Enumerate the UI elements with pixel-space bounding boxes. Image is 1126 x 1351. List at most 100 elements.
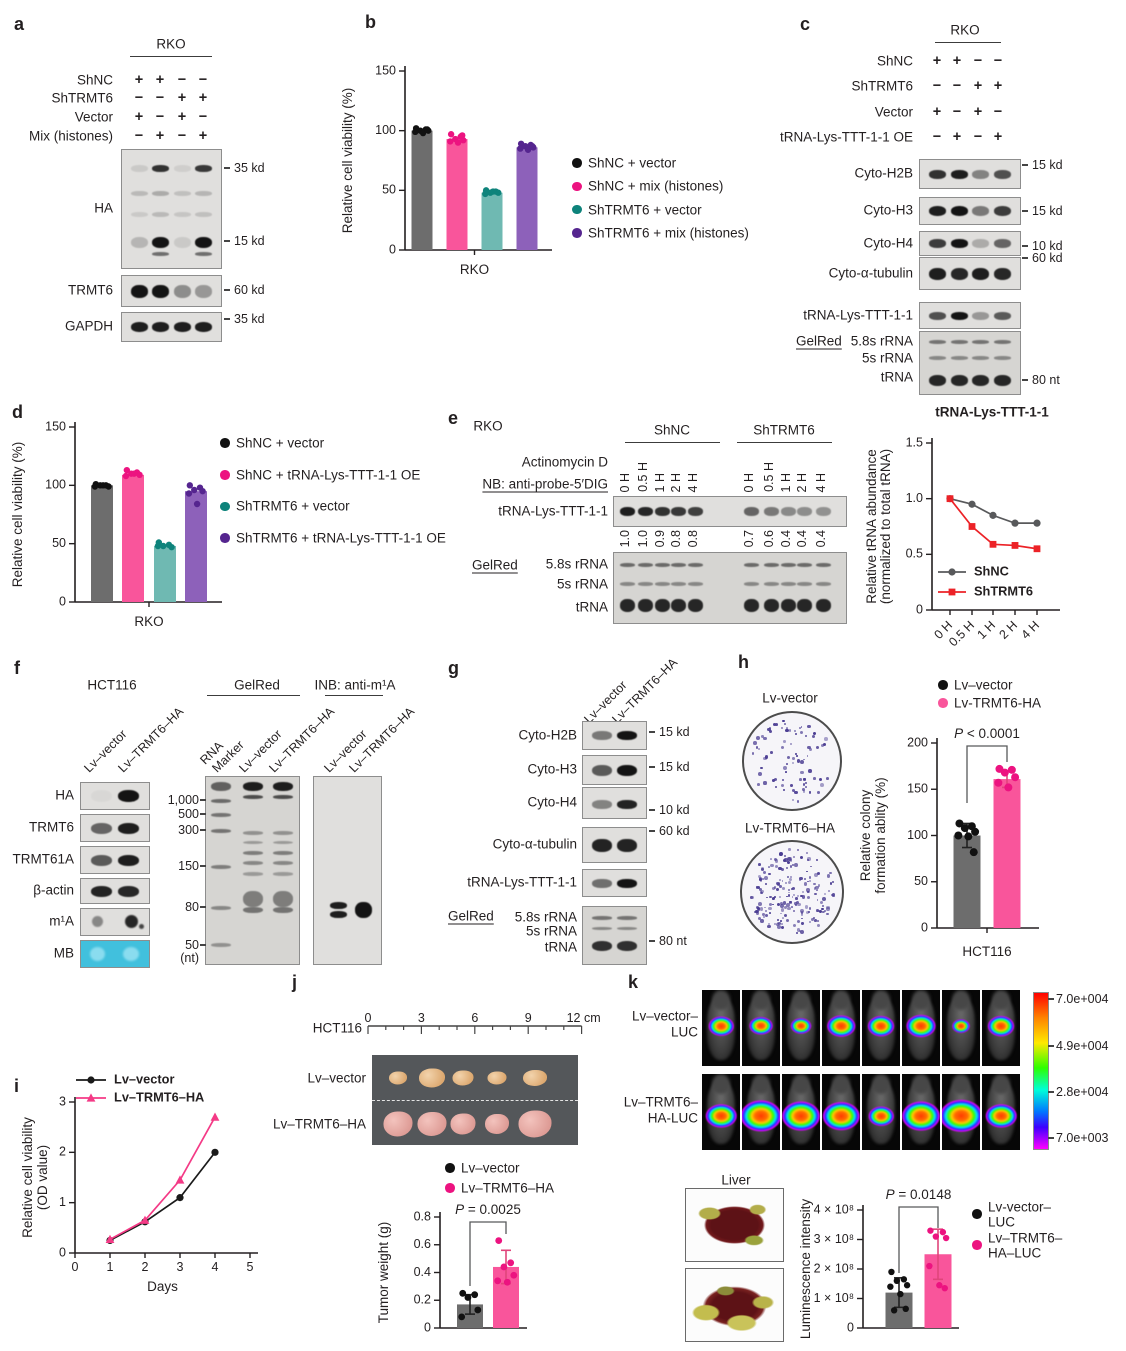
colony-dot [760,889,765,894]
nb-label: NB: anti-probe-5′DIG [482,476,608,492]
luminescence-blob [902,1101,940,1131]
colony-dot [757,916,761,920]
svg-text:1.0: 1.0 [906,491,923,505]
mouse-image [742,990,780,1066]
colony-dot [778,896,781,899]
luminescence-blob [705,1103,737,1129]
marker-label: 15 kd [659,725,690,739]
panel-d-letter: d [12,402,23,422]
blot-band [763,582,779,586]
colony-dot [792,887,796,891]
legend-label: ShNC + mix (histones) [588,178,724,194]
blot-band [194,284,212,298]
luminescence-blob [822,1101,860,1131]
colony-dot [787,875,790,878]
marker-label: 15 kd [659,760,690,774]
blot-band [194,236,212,248]
marker-label: 35 kd [234,312,265,326]
colony-dot [769,751,773,754]
svg-text:Relative colony: Relative colony [858,789,873,881]
colony-dot [826,873,831,878]
legend-label: Lv–vector [461,1160,520,1176]
blot-band [616,940,637,951]
panel-e-chart-title: tRNA-Lys-TTT-1-1 [935,404,1049,420]
blot-band [243,831,263,835]
marker-dash [1022,210,1028,212]
colony-dot [755,910,758,913]
condition-sign: + [155,128,165,144]
blot-band [670,562,686,567]
chart-h: 0 50 100 150 200 HCT116 Relative colony formati… [858,726,1039,959]
blot-band [329,910,347,918]
blot-band [993,311,1011,320]
blot-band [211,905,231,910]
luminescence-blob [906,1014,936,1038]
marker-label: 60 kd [234,283,265,297]
luminescence-blob [987,1015,1015,1037]
blot-band [654,562,670,567]
colony-dot [809,907,812,910]
panel-k-letter: k [628,972,639,992]
blot-band [592,927,613,931]
colony-dot [802,891,805,894]
panel-g: g Lv–vector Lv–TRMT6–HA Cyto-H2B 15 kd Cyto-… [432,652,724,984]
condition-sign: + [952,53,962,69]
colony-dot [795,900,799,904]
colony-dot [783,906,787,910]
blot-band [993,267,1011,280]
blot-band [972,169,990,179]
cell-line: RKO [156,36,186,52]
blot-band [194,322,212,332]
scale-dash [1048,1091,1054,1093]
gelred-label: GelRed [472,557,518,573]
tumor-photo [372,1055,578,1145]
colony-dot [807,724,811,729]
legend-dot [220,533,230,543]
blot-band [670,599,686,612]
colony-dot [798,878,802,882]
condition-sign: + [155,72,165,88]
blot-band [592,916,613,920]
svg-text:0.2: 0.2 [414,1293,431,1307]
legend-dot [572,204,582,215]
colony-dot [773,886,777,890]
colony-dot [787,860,790,864]
colony-dot [829,871,832,875]
condition-sign: − [134,90,144,106]
colony-dot [795,897,798,900]
marker-label: 80 nt [659,934,687,948]
time-label: 2 H [795,472,809,492]
colony-dot [784,855,787,858]
colony-dot [796,800,800,803]
colony-dot [788,848,791,851]
svg-text:2 × 10⁸: 2 × 10⁸ [814,1261,854,1275]
condition-label: ShTRMT6 [851,78,913,94]
panel-j-letter: j [292,972,298,992]
blot-band [194,212,212,218]
colony-dot [772,779,775,783]
colony-dot [814,892,817,896]
svg-text:ShTRMT6: ShTRMT6 [974,583,1033,598]
colony-dot [822,896,826,901]
blot-band [117,854,140,866]
mouse-image [982,990,1020,1066]
svg-text:0.4: 0.4 [414,1265,431,1279]
colony-dot [782,788,786,792]
size-label: 300 [178,823,199,837]
group-header: ShTRMT6 [753,422,815,438]
colony-dot [794,753,797,756]
svg-text:RKO: RKO [460,262,489,277]
colony-dot [800,759,805,764]
colony-dot [806,910,810,914]
condition-sign: − [973,129,983,145]
colony-dot [767,925,771,929]
blot-band [972,374,990,386]
dish-label: Lv-vector [762,690,818,706]
svg-text:3: 3 [177,1260,184,1274]
liver-tissue [690,1273,779,1337]
colony-dot [791,756,795,760]
blot-label: Cyto-H4 [863,235,913,250]
colony-dot [779,912,782,915]
colony-dot [805,851,808,854]
colony-dot [793,910,796,913]
